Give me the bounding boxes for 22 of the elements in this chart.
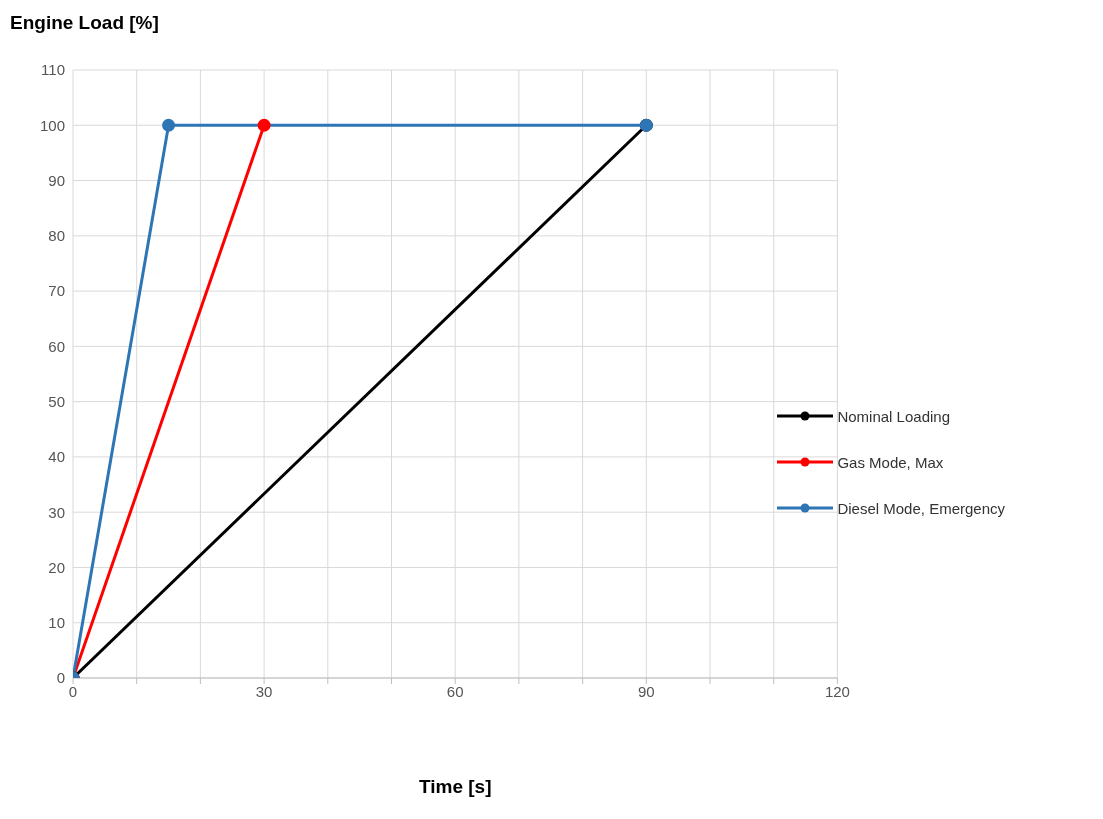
- legend-label: Diesel Mode, Emergency: [837, 499, 1005, 517]
- y-axis-title: Engine Load [%]: [10, 12, 159, 34]
- y-tick-label: 40: [48, 448, 65, 466]
- y-tick-label: 30: [48, 503, 65, 521]
- y-tick-label: 90: [48, 171, 65, 189]
- y-tick-label: 60: [48, 337, 65, 355]
- y-tick-label: 50: [48, 392, 65, 410]
- x-tick-label: 60: [446, 682, 464, 700]
- y-tick-label: 10: [48, 614, 65, 632]
- x-tick-label: 120: [824, 682, 850, 700]
- y-tick-label: 100: [39, 116, 65, 134]
- x-tick-label: 0: [68, 682, 78, 700]
- y-tick-label: 70: [48, 282, 65, 300]
- x-tick-label: 30: [255, 682, 273, 700]
- y-tick-label: 0: [56, 669, 65, 687]
- x-axis-title: Time [s]: [418, 776, 492, 797]
- legend-label: Gas Mode, Max: [837, 453, 944, 471]
- y-tick-label: 20: [48, 558, 65, 576]
- legend-label: Nominal Loading: [837, 407, 950, 425]
- x-tick-label: 90: [637, 682, 655, 700]
- y-tick-label: 80: [48, 227, 65, 245]
- y-tick-label: 110: [41, 61, 65, 79]
